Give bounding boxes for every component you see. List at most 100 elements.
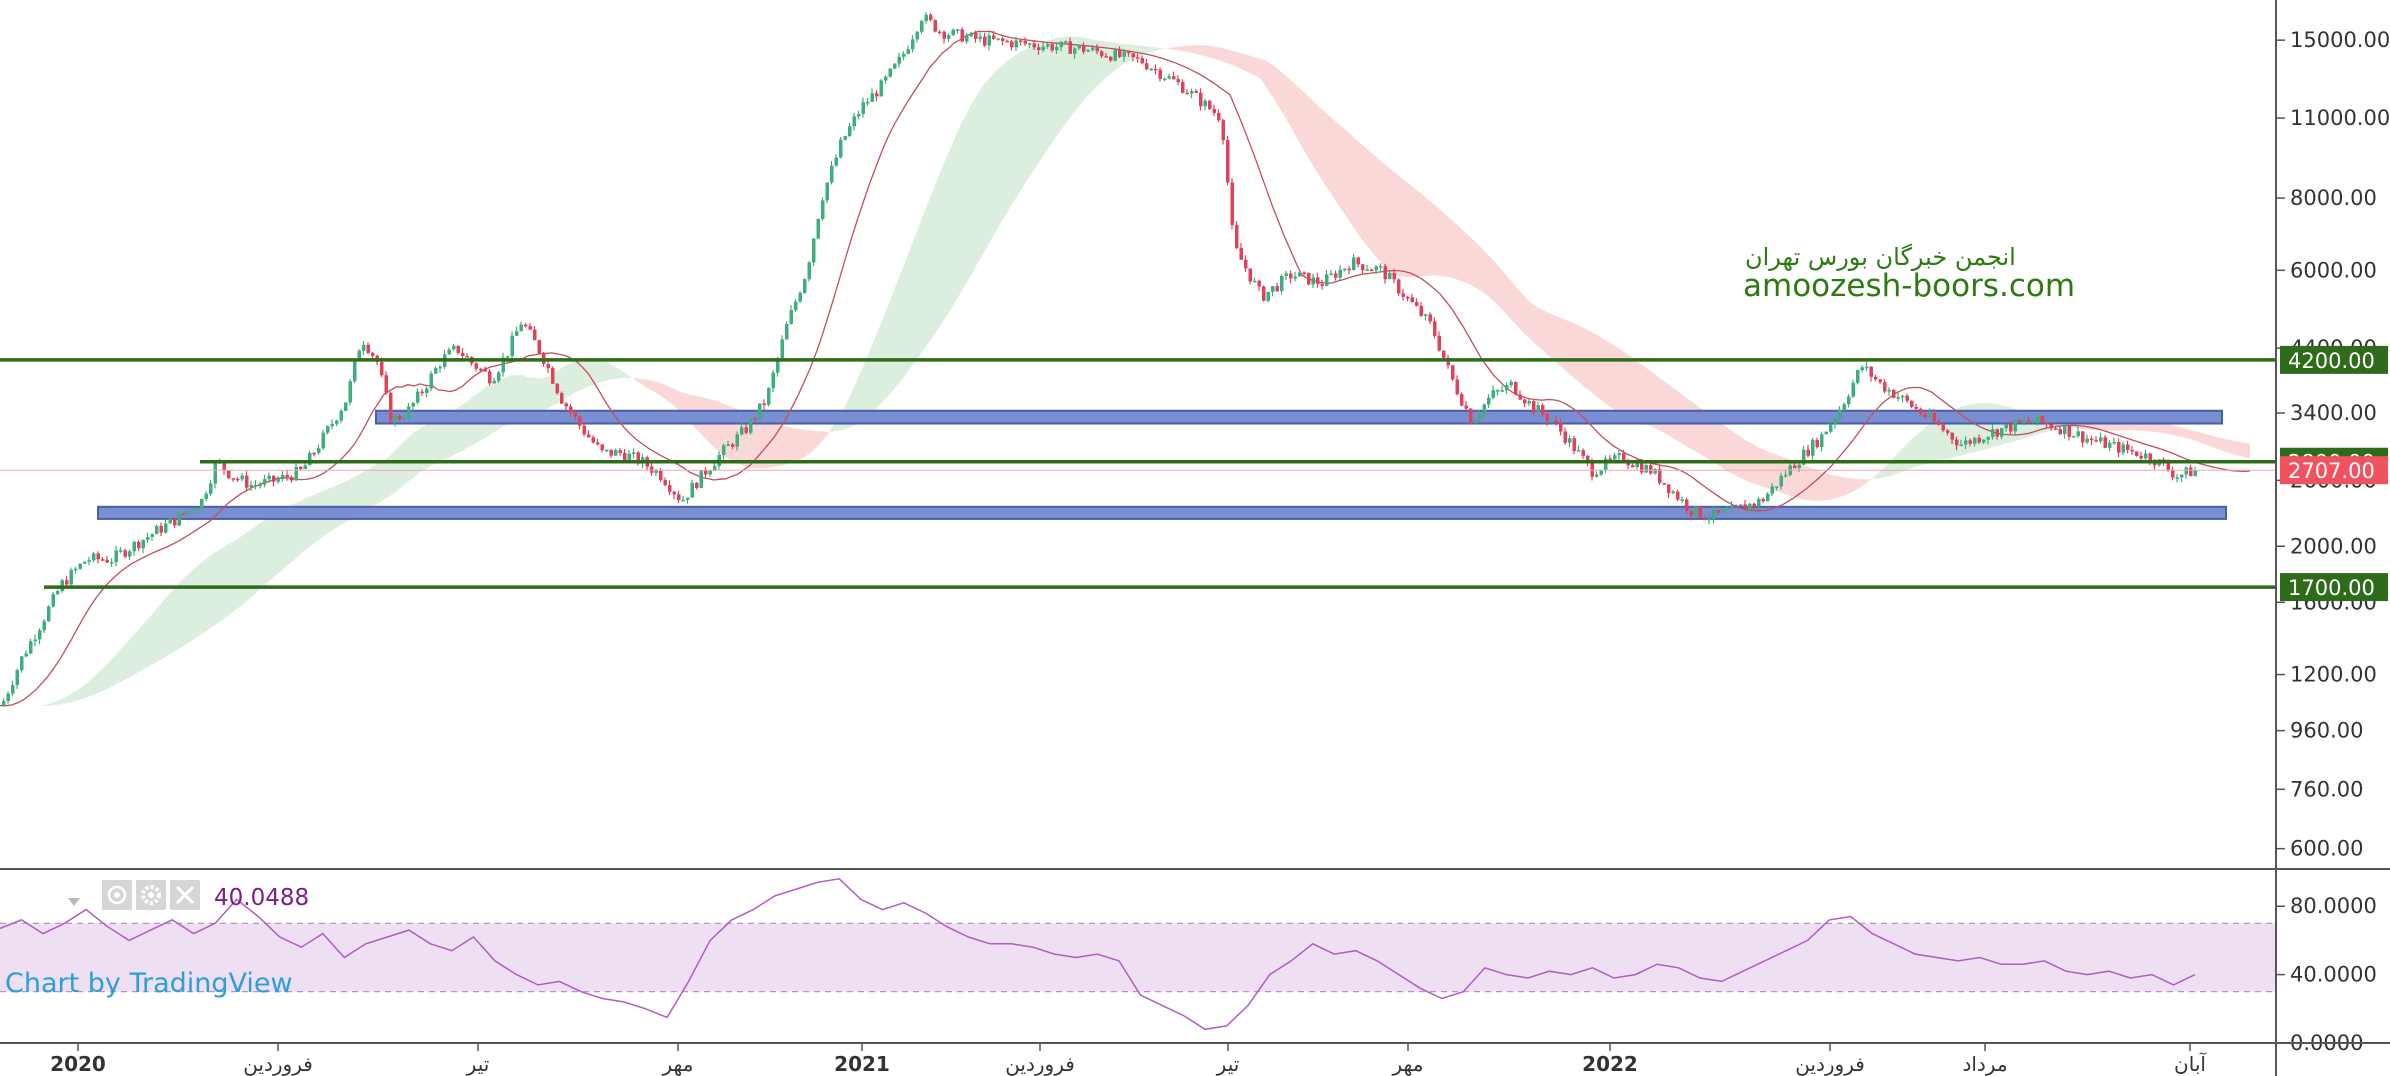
candle-body	[731, 444, 735, 447]
candle-body	[1226, 140, 1230, 183]
candle-body	[425, 388, 429, 394]
candle-body	[1595, 474, 1599, 477]
candle-body	[2000, 428, 2004, 437]
time-axis[interactable]: 2020 فروردین تیر مهر 2021 فروردین تیر مهر 2022 فر…	[50, 1043, 2207, 1076]
candle-body	[938, 31, 942, 34]
candle-body	[1671, 491, 1675, 494]
cloud-segment	[360, 470, 366, 514]
rsi-pane[interactable]	[0, 877, 2276, 1031]
cloud-segment	[1200, 45, 1206, 57]
candle-body	[902, 53, 906, 57]
candle-body	[1464, 405, 1468, 409]
cloud-segment	[1830, 474, 1836, 500]
cloud-segment	[378, 460, 384, 504]
candle-body	[1586, 455, 1590, 463]
candle-body	[1014, 40, 1018, 48]
candle-body	[960, 29, 964, 42]
collapse-arrow-icon[interactable]	[68, 898, 80, 906]
cloud-segment	[564, 362, 570, 399]
candle-body	[1865, 366, 1869, 369]
cloud-segment	[1578, 325, 1584, 387]
cloud-segment	[978, 84, 984, 263]
price-tick-label: 760.00	[2290, 777, 2363, 801]
candle-body	[1469, 408, 1473, 424]
cloud-segment	[1758, 447, 1764, 487]
candle-body	[1532, 401, 1536, 412]
cloud-segment	[654, 381, 660, 396]
cloud-segment	[1026, 46, 1032, 183]
cloud-segment	[582, 358, 588, 390]
cloud-segment	[1278, 69, 1284, 116]
candle-body	[1316, 277, 1320, 284]
candle-body	[344, 402, 348, 411]
candle-body	[1280, 275, 1284, 292]
candle-body	[2112, 441, 2116, 444]
candle-body	[33, 639, 37, 642]
candle-body	[1536, 405, 1540, 412]
candle-body	[1086, 50, 1090, 52]
candle-body	[1415, 302, 1419, 306]
cloud-segment	[1638, 362, 1644, 424]
candle-body	[2063, 425, 2067, 435]
candle-body	[1073, 48, 1077, 54]
cloud-segment	[960, 114, 966, 295]
candle-body	[749, 418, 753, 433]
cloud-segment	[672, 387, 678, 410]
tradingview-credit[interactable]: Chart by TradingView	[5, 968, 293, 999]
candle-body	[339, 410, 343, 421]
candle-body	[978, 36, 982, 39]
candle-body	[636, 452, 640, 464]
cloud-segment	[1062, 36, 1068, 129]
candle-body	[1716, 510, 1720, 513]
cloud-segment	[144, 616, 150, 670]
candle-body	[1181, 82, 1185, 93]
cloud-segment	[1482, 248, 1488, 297]
cloud-segment	[390, 449, 396, 496]
candle-body	[1644, 465, 1648, 473]
candle-body	[1689, 510, 1693, 516]
candle-body	[2022, 420, 2026, 423]
cloud-segment	[1878, 467, 1884, 479]
cloud-segment	[198, 560, 204, 637]
cloud-segment	[186, 570, 192, 645]
price-tick-label: 6000.00	[2290, 258, 2377, 282]
cloud-segment	[1590, 331, 1596, 397]
candle-body	[1887, 389, 1891, 392]
candle-body	[857, 113, 861, 117]
candle-body	[879, 80, 883, 97]
candle-body	[177, 512, 181, 526]
candle-body	[2126, 444, 2130, 450]
candle-body	[1509, 381, 1513, 386]
candle-body	[992, 35, 996, 39]
cloud-segment	[210, 551, 216, 629]
horizontal-levels[interactable]	[0, 358, 2276, 589]
cloud-segment	[630, 376, 636, 381]
candle-body	[1730, 505, 1734, 510]
cloud-segment	[126, 636, 132, 680]
candle-body	[848, 126, 852, 137]
cloud-segment	[816, 431, 822, 448]
candle-body	[933, 19, 937, 32]
cloud-segment	[1836, 475, 1842, 499]
candle-body	[668, 485, 672, 492]
candle-body	[1955, 439, 1959, 446]
cloud-segment	[966, 102, 972, 284]
cloud-segment	[1410, 184, 1416, 277]
support-zone[interactable]	[375, 409, 2223, 425]
ichimoku-cloud	[36, 36, 2250, 706]
price-pane[interactable]	[0, 11, 2276, 707]
candle-body	[1055, 46, 1059, 51]
candle-body	[1617, 453, 1621, 456]
price-axis[interactable]: 15000.0011000.008000.006000.004400.00340…	[2276, 28, 2390, 861]
cloud-segment	[636, 377, 642, 385]
rsi-line	[0, 877, 2196, 1031]
cloud-segment	[1008, 56, 1014, 212]
cloud-segment	[1302, 90, 1308, 158]
candle-body	[1041, 46, 1045, 51]
support-zone[interactable]	[97, 505, 2227, 520]
cloud-segment	[1176, 46, 1182, 52]
level-price-tag	[2280, 345, 2388, 374]
cloud-segment	[1512, 281, 1518, 327]
cloud-segment	[792, 427, 798, 463]
